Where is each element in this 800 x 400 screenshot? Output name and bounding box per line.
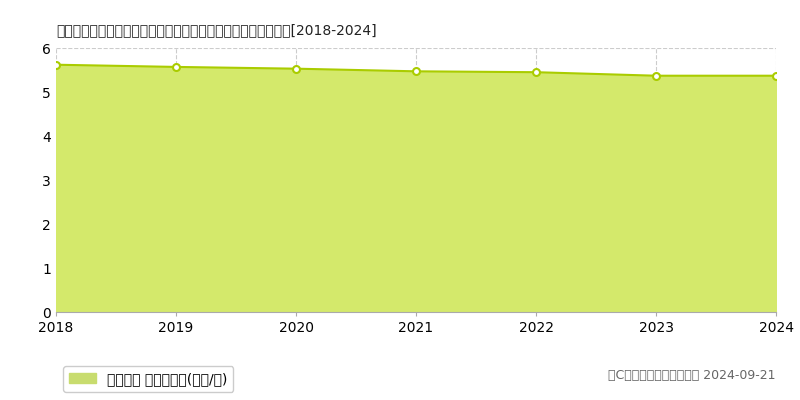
Legend: 基準地価 平均坪単価(万円/坪): 基準地価 平均坪単価(万円/坪) [63,366,234,392]
Text: （C）土地価格ドットコム 2024-09-21: （C）土地価格ドットコム 2024-09-21 [609,369,776,382]
Text: 青森県八戸市大字河原木字中崎２６番３　基準地価　地価推移[2018-2024]: 青森県八戸市大字河原木字中崎２６番３ 基準地価 地価推移[2018-2024] [56,23,377,37]
